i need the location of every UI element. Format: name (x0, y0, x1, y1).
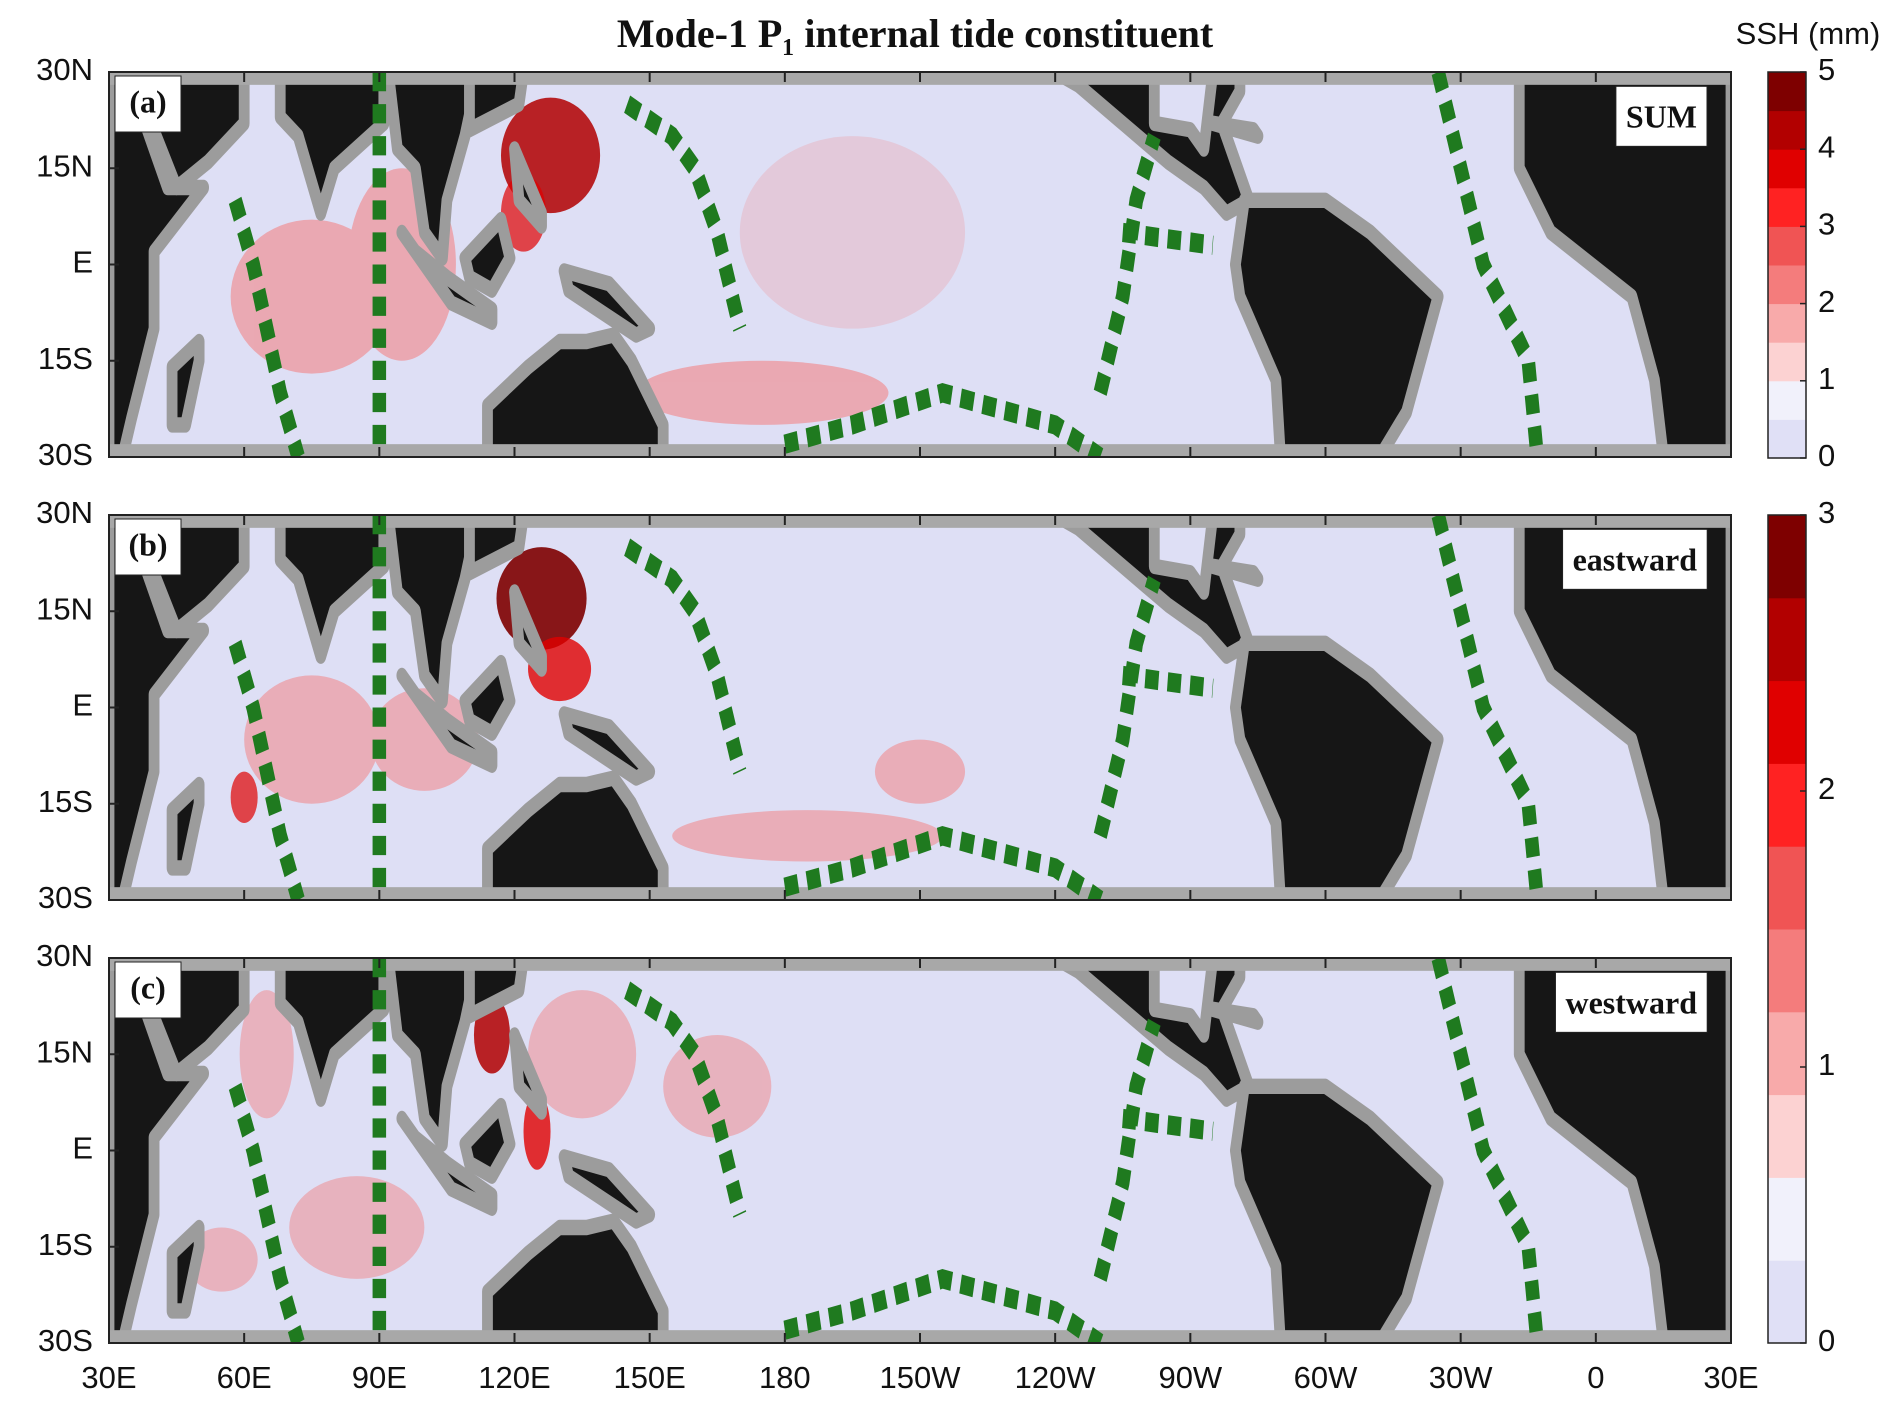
y-tick-label: 30N (36, 938, 93, 973)
colorbar-tick-label: 3 (1818, 495, 1835, 530)
panel-label-box (114, 518, 182, 576)
colorbar-band (1768, 303, 1806, 343)
y-tick-label: E (72, 245, 93, 280)
colorbar-band (1768, 226, 1806, 266)
x-tick-label: 150W (880, 1360, 962, 1395)
panel-label: (c) (130, 969, 166, 1005)
colorbar-tick-label: 5 (1818, 52, 1835, 87)
x-tick-label: 150E (613, 1360, 685, 1395)
colorbar-band (1768, 680, 1806, 764)
colorbar-band (1768, 1094, 1806, 1178)
x-tick-label: 120E (478, 1360, 550, 1395)
x-tick-label: 30E (1703, 1360, 1758, 1395)
panel-name-box (1615, 85, 1708, 147)
x-tick-label: 30W (1429, 1360, 1493, 1395)
y-tick-label: 30S (38, 1323, 93, 1358)
colorbar-band (1768, 515, 1806, 599)
colorbar-tick-label: 0 (1818, 1323, 1835, 1358)
colorbar-band (1768, 929, 1806, 1013)
colorbar-band (1768, 763, 1806, 847)
y-tick-label: 30S (38, 880, 93, 915)
map-panel: 30N 15N E 15S 30S (b) eastward (36, 495, 1732, 915)
colorbar-tick-label: 2 (1818, 284, 1835, 319)
panel-name: westward (1565, 984, 1697, 1020)
x-tick-label: 60W (1294, 1360, 1358, 1395)
panel-label: (b) (128, 526, 167, 562)
colorbar-frame (1767, 514, 1807, 1344)
y-tick-label: 15S (38, 341, 93, 376)
panel-name-box (1554, 971, 1708, 1033)
colorbar-band (1768, 110, 1806, 150)
panel-name-box (1562, 528, 1708, 590)
colorbar-tick-label: 0 (1818, 438, 1835, 473)
y-tick-label: 15S (38, 784, 93, 819)
x-tick-label: 90W (1158, 1360, 1222, 1395)
panel-label-box (114, 75, 182, 133)
colorbar-band (1768, 265, 1806, 305)
colorbar-tick-label: 1 (1818, 1047, 1835, 1082)
colorbar-frame (1767, 71, 1807, 459)
y-tick-label: 15N (36, 148, 93, 183)
x-tick-label: 120W (1015, 1360, 1097, 1395)
colorbar-tick-label: 2 (1818, 771, 1835, 806)
x-tick-label: 0 (1587, 1360, 1604, 1395)
map-panel: 30N 15N E 15S 30S (a) SUM (36, 52, 1732, 472)
colorbar-band (1768, 187, 1806, 227)
colorbar-title: SSH (mm) (1736, 16, 1881, 51)
y-tick-label: E (72, 1131, 93, 1166)
y-tick-label: 30S (38, 437, 93, 472)
y-tick-label: 15S (38, 1227, 93, 1262)
y-tick-label: 30N (36, 495, 93, 530)
colorbar-band (1768, 419, 1806, 459)
panel-label-box (114, 961, 182, 1019)
colorbar-band (1768, 149, 1806, 189)
colorbar-tick-label: 1 (1818, 361, 1835, 396)
colorbar-band (1768, 342, 1806, 382)
x-tick-label: 30E (81, 1360, 136, 1395)
colorbar-tick-label: 4 (1818, 129, 1835, 164)
colorbar-band (1768, 1011, 1806, 1096)
y-tick-label: 30N (36, 52, 93, 87)
colorbar-band (1768, 846, 1806, 930)
colorbar-band (1768, 1260, 1806, 1344)
panel-label: (a) (129, 83, 166, 119)
colorbar-band (1768, 1177, 1806, 1261)
x-tick-label: 90E (352, 1360, 407, 1395)
y-tick-label: E (72, 688, 93, 723)
colorbar-band (1768, 72, 1806, 112)
y-tick-label: 15N (36, 591, 93, 626)
x-tick-label: 180 (759, 1360, 811, 1395)
chart-title: Mode-1 P₁ internal tide constituent (617, 11, 1214, 56)
panel-name: eastward (1573, 541, 1698, 577)
x-tick-label: 60E (217, 1360, 272, 1395)
y-tick-label: 15N (36, 1034, 93, 1069)
colorbar-band (1768, 597, 1806, 682)
panel-name: SUM (1626, 98, 1697, 134)
colorbar-tick-label: 3 (1818, 207, 1835, 242)
colorbar-band (1768, 380, 1806, 420)
